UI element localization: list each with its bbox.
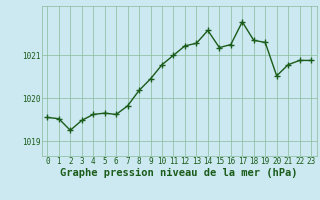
X-axis label: Graphe pression niveau de la mer (hPa): Graphe pression niveau de la mer (hPa) — [60, 168, 298, 178]
